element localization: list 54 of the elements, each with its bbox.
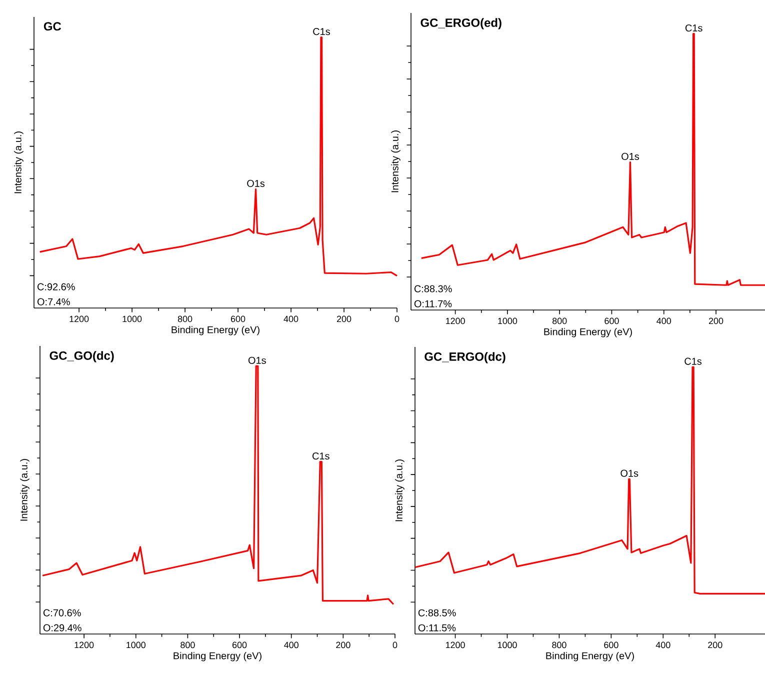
y-axis-title: Intensity (a.u.): [395, 460, 404, 522]
annotation: C1s: [312, 452, 330, 460]
annotation: O:29.4%: [43, 624, 82, 632]
y-axis-title: Intensity (a.u.): [14, 132, 24, 194]
x-tick-label: 400: [656, 642, 670, 648]
chart-title: GC_GO(dc): [50, 351, 114, 362]
x-axis-title: Binding Energy (eV): [544, 328, 632, 338]
x-tick-label: 200: [336, 316, 352, 322]
annotation: O:7.4%: [37, 298, 70, 306]
x-tick-label: 1200: [446, 318, 465, 324]
x-tick-label: 400: [284, 642, 298, 648]
x-tick-label: 400: [284, 316, 298, 322]
x-tick-label: 1000: [126, 642, 146, 648]
annotation: C1s: [313, 28, 330, 36]
x-axis-title: Binding Energy (eV): [174, 652, 262, 662]
annotation: C:88.3%: [414, 285, 452, 292]
x-tick-label: 800: [552, 318, 567, 324]
annotation: C:88.5%: [418, 609, 456, 616]
chart-title: GC: [44, 22, 62, 31]
x-tick-label: 800: [178, 316, 192, 322]
annotation: C:70.6%: [43, 609, 81, 616]
x-tick-label: 1000: [122, 316, 142, 322]
chart-title: GC_ERGO(dc): [424, 352, 506, 364]
annotation: O:11.5%: [418, 624, 456, 632]
x-tick-label: 600: [604, 318, 619, 324]
annotation: O:11.7%: [414, 300, 452, 308]
annotation: C1s: [684, 358, 702, 365]
x-tick-label: 800: [180, 642, 195, 648]
chart-title: GC_ERGO(ed): [420, 18, 502, 30]
annotation: C:92.6%: [38, 283, 75, 290]
x-tick-label: 200: [708, 642, 722, 648]
x-tick-label: 0: [394, 316, 400, 322]
x-tick-label: 1200: [446, 642, 465, 648]
x-tick-label: 1000: [498, 642, 517, 648]
x-tick-label: 600: [604, 642, 618, 648]
x-tick-label: 1200: [74, 642, 94, 648]
y-axis-title: Intensity (a.u.): [391, 130, 400, 192]
annotation: O1s: [247, 180, 265, 187]
x-tick-label: 400: [656, 318, 671, 324]
annotation: O1s: [248, 356, 266, 364]
x-tick-label: 200: [708, 318, 724, 324]
x-axis-title: Binding Energy (eV): [172, 326, 260, 336]
annotation: C1s: [685, 24, 702, 32]
x-tick-label: 600: [232, 642, 247, 648]
x-tick-label: 1000: [498, 318, 518, 324]
x-tick-label: 600: [230, 316, 246, 322]
annotation: O1s: [620, 470, 638, 477]
x-tick-label: 0: [392, 642, 398, 648]
x-axis-title: Binding Energy (eV): [546, 652, 634, 662]
x-tick-label: 800: [552, 642, 566, 648]
x-tick-label: 1200: [70, 316, 89, 322]
annotation: O1s: [622, 152, 640, 160]
x-tick-label: 200: [336, 642, 350, 648]
y-axis-title: Intensity (a.u.): [20, 459, 30, 521]
